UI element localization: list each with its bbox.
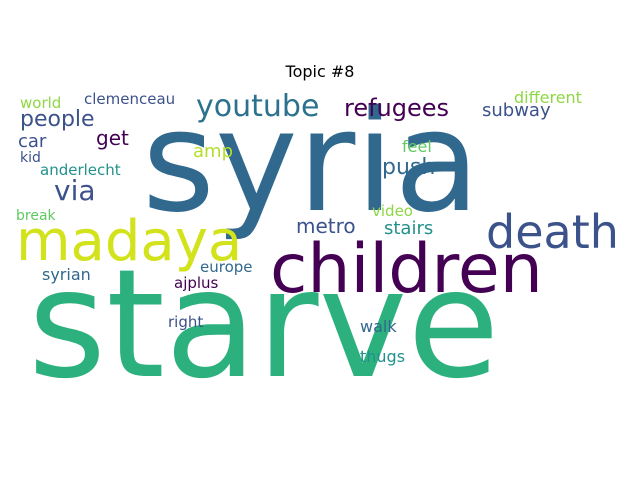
word-right: right (168, 313, 203, 331)
word-via: via (54, 174, 96, 207)
word-break: break (16, 208, 57, 224)
word-syria: syria (142, 81, 480, 244)
word-madaya: madaya (16, 209, 242, 274)
word-refugees: refugees (344, 94, 449, 122)
word-kid: kid (20, 150, 41, 166)
word-thugs: thugs (360, 347, 405, 366)
word-world: world (20, 94, 61, 112)
word-walk: walk (360, 317, 397, 336)
word-syrian: syrian (42, 265, 91, 284)
word-ajplus: ajplus (174, 274, 219, 292)
word-metro: metro (296, 214, 356, 238)
word-amp: amp (193, 141, 233, 162)
word-anderlecht: anderlecht (40, 161, 121, 179)
word-different: different (514, 88, 582, 107)
word-feel: feel (402, 137, 432, 156)
word-starve: starve (28, 238, 500, 412)
figure-title: Topic #8 (285, 62, 355, 81)
word-get: get (96, 126, 129, 150)
word-youtube: youtube (196, 89, 319, 124)
word-children: children (270, 230, 543, 309)
word-stairs: stairs (384, 218, 433, 239)
word-car: car (18, 131, 47, 152)
word-subway: subway (482, 100, 551, 121)
word-europe: europe (200, 258, 253, 276)
word-push: push (382, 155, 435, 180)
word-people: people (20, 107, 95, 132)
word-death: death (486, 205, 619, 259)
word-clemenceau: clemenceau (84, 90, 175, 108)
word-video: video (372, 202, 413, 220)
